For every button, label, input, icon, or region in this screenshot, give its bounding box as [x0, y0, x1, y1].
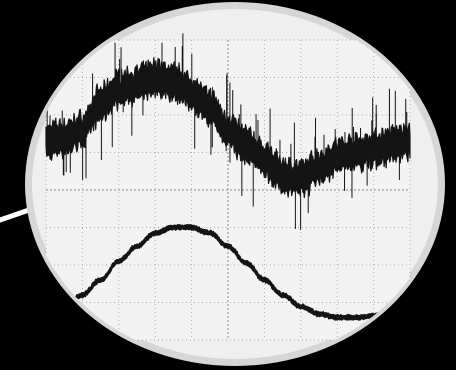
series-line-1 [45, 57, 411, 199]
